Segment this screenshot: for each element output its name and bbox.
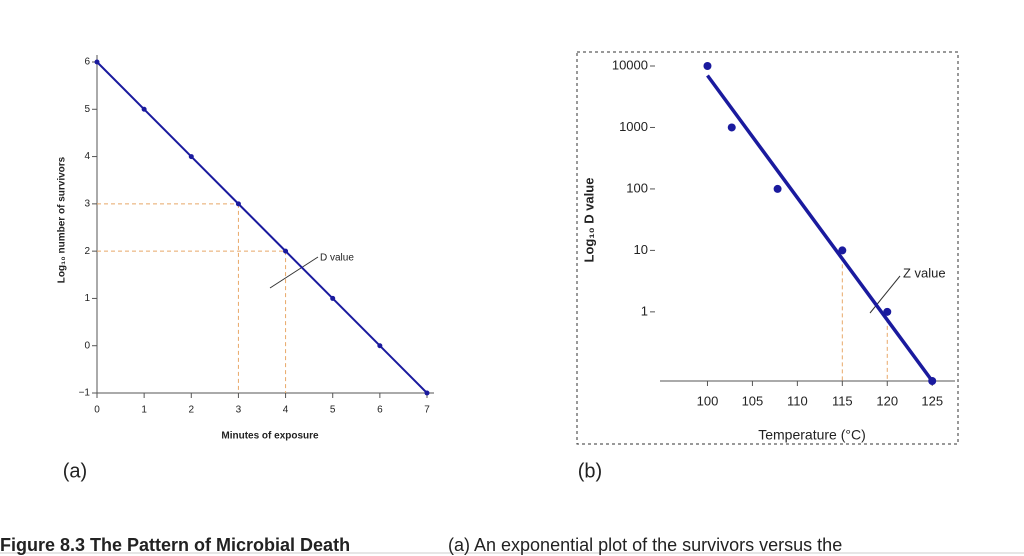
- y-axis-title: Log₁₀ D value: [581, 178, 596, 263]
- x-tick-label: 120: [876, 393, 898, 408]
- x-tick-label: 4: [283, 405, 289, 416]
- data-point: [141, 106, 147, 112]
- data-point: [94, 59, 100, 65]
- panel-label: (b): [578, 460, 602, 482]
- x-axis-title: Minutes of exposure: [221, 431, 319, 442]
- caption-title: Figure 8.3 The Pattern of Microbial Deat…: [0, 535, 350, 555]
- y-tick-label: 10: [634, 242, 648, 257]
- y-tick-label: 5: [84, 104, 90, 115]
- data-point: [838, 246, 847, 255]
- data-point: [188, 154, 194, 160]
- data-point: [727, 123, 736, 132]
- y-tick-label: 4: [84, 151, 90, 162]
- data-point: [703, 62, 712, 71]
- panel-label: (a): [63, 460, 87, 482]
- x-tick-label: 110: [787, 393, 808, 408]
- x-tick-label: 125: [921, 393, 943, 408]
- x-tick-label: 100: [697, 393, 719, 408]
- data-point: [377, 343, 383, 349]
- y-tick-label: 3: [84, 198, 90, 209]
- y-tick-label: 6: [84, 57, 90, 68]
- x-tick-label: 1: [141, 405, 147, 416]
- x-tick-label: 3: [236, 405, 242, 416]
- y-axis-title: Log₁₀ number of survivors: [57, 156, 68, 283]
- x-tick-label: 7: [424, 405, 430, 416]
- fit-line: [706, 74, 934, 383]
- data-point: [883, 307, 892, 316]
- annotation: D value: [320, 253, 354, 264]
- y-tick-label: 2: [84, 246, 90, 257]
- data-point: [424, 390, 430, 396]
- y-tick-label: 1: [641, 303, 648, 318]
- annotation-pointer: [869, 275, 901, 314]
- annotation-pointer: [269, 256, 319, 289]
- data-point: [235, 201, 241, 207]
- x-tick-label: 115: [832, 393, 853, 408]
- data-point: [928, 377, 937, 385]
- caption-text: (a) An exponential plot of the survivors…: [448, 535, 842, 555]
- x-tick-label: 5: [330, 405, 336, 416]
- y-tick-label: 0: [84, 340, 90, 351]
- data-point: [283, 248, 289, 254]
- x-tick-label: 105: [742, 393, 764, 408]
- y-tick-label: 100: [626, 180, 648, 195]
- x-tick-label: 2: [189, 405, 195, 416]
- data-point: [773, 184, 782, 193]
- y-tick-label: 1000: [619, 119, 648, 134]
- annotation: Z value: [903, 265, 946, 280]
- x-tick-label: 0: [94, 405, 100, 416]
- x-tick-label: 6: [377, 405, 383, 416]
- y-tick-label: −1: [79, 388, 91, 399]
- y-tick-label: 10000: [612, 57, 648, 72]
- x-axis-title: Temperature (°C): [758, 427, 866, 443]
- data-line: [96, 61, 428, 394]
- panel-frame: [576, 51, 959, 445]
- data-point: [330, 295, 336, 301]
- y-tick-label: 1: [84, 293, 90, 304]
